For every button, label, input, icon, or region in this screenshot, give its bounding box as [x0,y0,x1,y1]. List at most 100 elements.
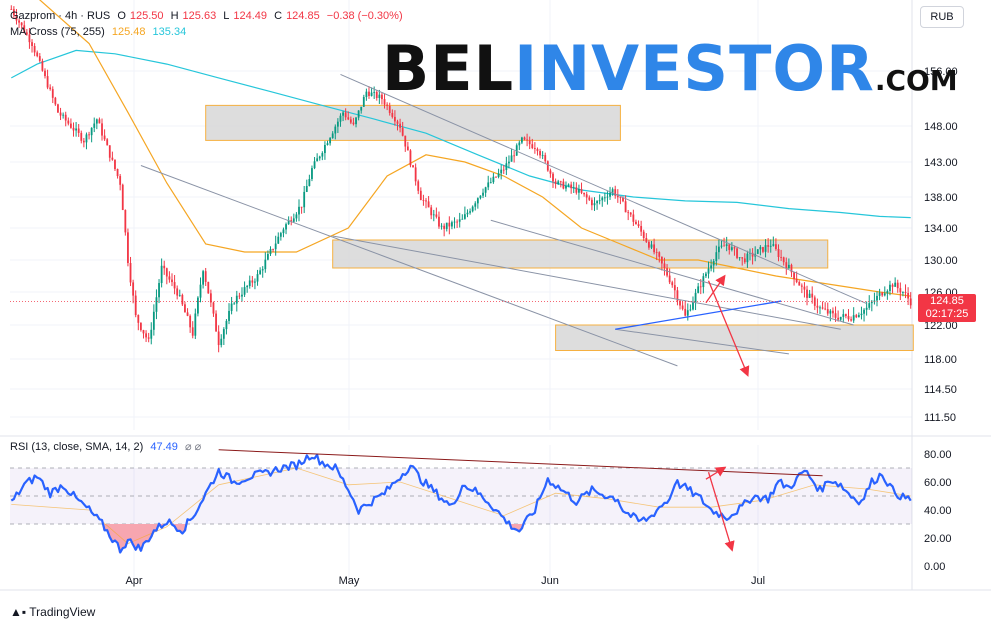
candle-body [619,197,622,199]
candle-body [207,281,210,294]
candle-body [155,297,158,312]
visibility-icons[interactable]: ⌀ ⌀ [184,441,202,453]
candle-body [282,229,285,234]
candle-body [287,220,290,225]
candle-body [521,137,523,143]
candle-body [378,94,381,98]
candle-body [396,121,399,124]
candle-body [324,144,326,154]
candle-body [404,135,407,147]
close-label: C [274,10,283,22]
candle-body [414,167,417,182]
trendline-5 [615,328,789,355]
candle-body [292,218,295,222]
candle-body [212,302,215,314]
candle-body [184,304,186,313]
candle-body [489,182,492,183]
candle-body [119,176,122,185]
candle-body [238,295,241,297]
candle-body [474,203,477,207]
candle-body [101,123,103,136]
candle-body [67,120,70,124]
candle-body [10,9,13,10]
rsi-tick-label: 60.00 [924,477,952,489]
candle-body [829,310,832,314]
candle-body [544,155,547,162]
candle-body [49,87,52,90]
candle-body [451,222,453,227]
candle-body [290,220,293,222]
candle-body [479,195,482,199]
zone-1 [205,104,621,141]
candle-body [570,184,573,189]
candle-body [171,279,173,283]
candle-body [668,275,671,283]
candle-body [720,245,723,247]
candle-body [321,153,324,157]
candle-body [326,143,329,145]
rsi-panel [10,449,912,554]
candle-body [575,187,578,193]
candle-body [811,293,814,298]
price-tick-label: 122.00 [924,320,958,332]
ohlc-legend: Gazprom · 4h · RUS O 125.50 H 125.63 L 124.… [10,10,407,22]
candle-body [266,254,269,260]
candle-body [422,200,425,201]
tradingview-branding[interactable]: ▲▪ TradingView [10,605,95,619]
candle-body [715,252,718,262]
candle-body [723,245,725,247]
candle-body [427,201,430,208]
candle-body [106,139,109,146]
candle-body [640,226,643,232]
candle-body [482,192,484,196]
candle-body [279,233,282,237]
ma-legend[interactable]: MA Cross (75, 255) 125.48 135.34 [10,26,190,38]
candle-body [466,212,469,215]
candle-body [461,218,464,220]
candle-body [33,46,36,53]
candle-body [70,123,72,128]
candle-body [246,286,249,288]
candle-body [147,337,150,339]
candle-body [837,317,840,320]
currency-button[interactable]: RUB [920,6,964,28]
candle-body [386,104,389,106]
candle-body [565,185,567,189]
candle-body [391,112,394,117]
candle-body [209,293,212,303]
candle-body [500,169,503,174]
candle-body [178,294,181,296]
candle-body [355,117,357,125]
candle-body [370,92,373,96]
candle-body [772,244,775,246]
grid [0,0,991,591]
symbol-label[interactable]: Gazprom · 4h · RUS [10,10,111,22]
candle-body [254,281,256,283]
candle-body [435,214,438,217]
open-label: O [117,10,126,22]
rsi-legend[interactable]: RSI (13, close, SMA, 14, 2) 47.49 ⌀ ⌀ [10,440,205,453]
rsi-tick-label: 40.00 [924,505,952,517]
candle-body [798,281,801,286]
candle-body [502,169,505,171]
candles [10,5,912,353]
candle-body [272,249,274,250]
candle-body [393,116,396,122]
candle-body [137,315,140,323]
candle-body [759,247,762,250]
candle-body [217,331,220,346]
candle-body [406,146,409,151]
candle-body [832,310,834,314]
candle-body [886,291,889,294]
candle-body [603,197,606,199]
candle-body [347,117,350,120]
candle-body [124,210,127,233]
price-arrow-1 [705,274,726,304]
candle-body [150,329,153,339]
candle-body [741,257,744,259]
candle-body [251,280,254,283]
candle-body [552,173,554,182]
candle-body [673,285,676,291]
candle-body [305,186,308,192]
